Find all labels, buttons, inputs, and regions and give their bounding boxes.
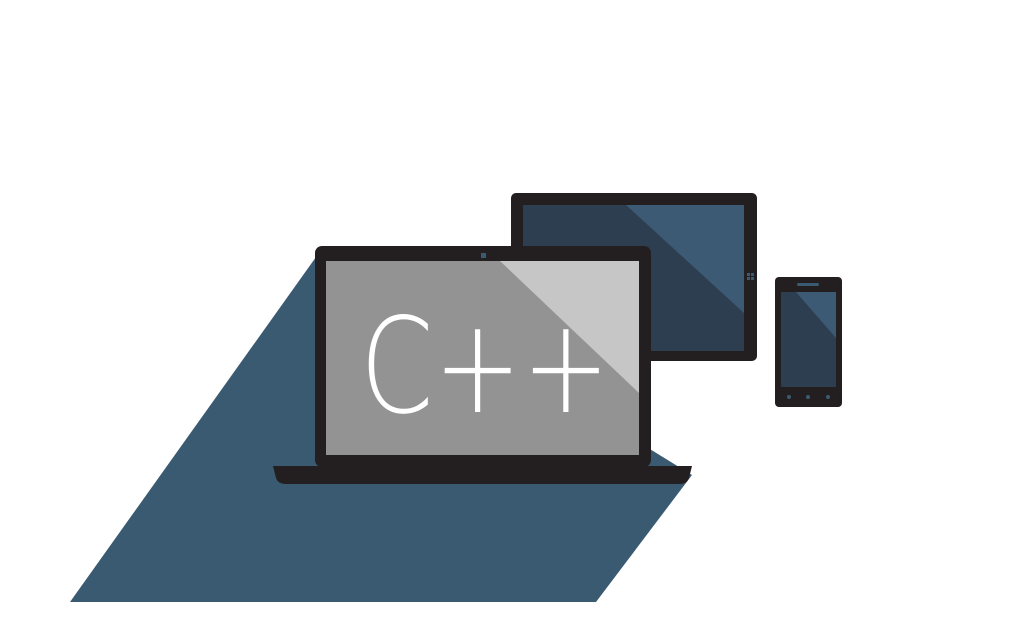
screen-text: C++ [360,290,610,444]
laptop-base [273,466,692,484]
phone-icon [775,277,842,407]
laptop-icon: C++ [273,246,692,484]
phone-search-button [826,395,830,399]
phone-speaker [797,283,819,286]
phone-home-button [806,395,810,399]
windows-logo-icon [747,273,754,280]
phone-glare [796,292,836,338]
laptop-glare [500,261,639,393]
laptop-camera [481,253,486,258]
phone-back-button [787,395,791,399]
tablet-glare [626,205,744,313]
